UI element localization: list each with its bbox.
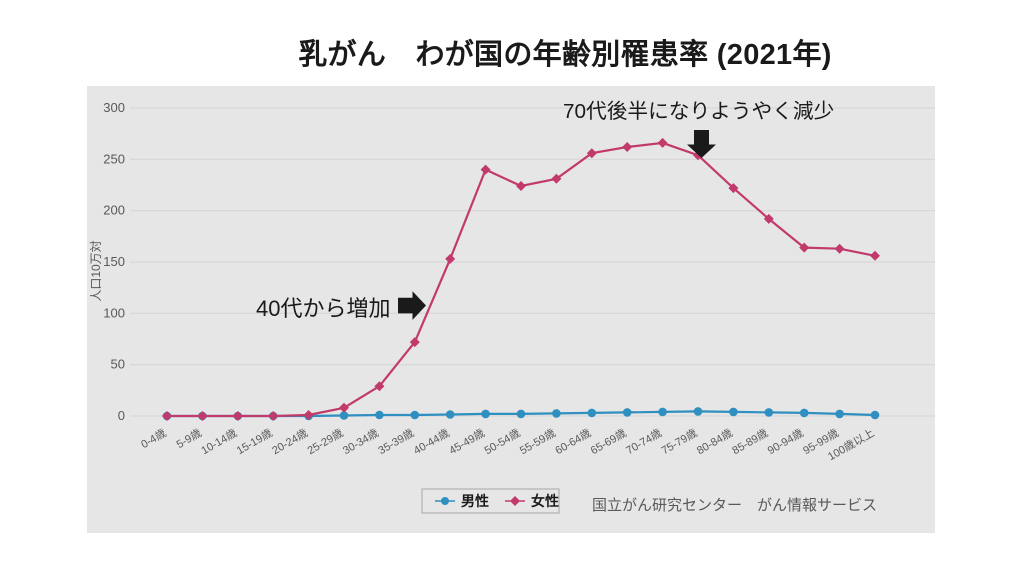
- svg-text:40代から増加: 40代から増加: [256, 296, 390, 321]
- svg-text:75-79歳: 75-79歳: [659, 426, 699, 457]
- svg-text:国立がん研究センター がん情報サービス: 国立がん研究センター がん情報サービス: [592, 497, 877, 514]
- svg-text:人口10万対: 人口10万対: [89, 240, 103, 301]
- svg-text:55-59歳: 55-59歳: [518, 426, 558, 457]
- svg-text:0: 0: [118, 408, 125, 423]
- svg-text:40-44歳: 40-44歳: [411, 426, 451, 457]
- svg-text:80-84歳: 80-84歳: [695, 426, 735, 457]
- svg-text:30-34歳: 30-34歳: [341, 426, 381, 457]
- svg-text:0-4歳: 0-4歳: [139, 426, 169, 451]
- svg-text:男性: 男性: [461, 493, 489, 509]
- svg-text:70-74歳: 70-74歳: [624, 426, 664, 457]
- svg-text:300: 300: [103, 100, 125, 115]
- svg-text:10-14歳: 10-14歳: [199, 426, 239, 457]
- svg-text:85-89歳: 85-89歳: [730, 426, 770, 457]
- svg-text:35-39歳: 35-39歳: [376, 426, 416, 457]
- svg-text:50: 50: [111, 357, 125, 372]
- svg-text:女性: 女性: [531, 493, 559, 509]
- svg-text:15-19歳: 15-19歳: [234, 426, 274, 457]
- svg-text:65-69歳: 65-69歳: [588, 426, 628, 457]
- svg-text:200: 200: [103, 203, 125, 218]
- svg-text:50-54歳: 50-54歳: [482, 426, 522, 457]
- svg-text:70代後半になりようやく減少: 70代後半になりようやく減少: [563, 100, 834, 123]
- svg-text:60-64歳: 60-64歳: [553, 426, 593, 457]
- svg-text:90-94歳: 90-94歳: [765, 426, 805, 457]
- svg-text:150: 150: [103, 254, 125, 269]
- svg-text:45-49歳: 45-49歳: [447, 426, 487, 457]
- svg-text:20-24歳: 20-24歳: [270, 426, 310, 457]
- svg-text:25-29歳: 25-29歳: [305, 426, 345, 457]
- svg-text:100: 100: [103, 305, 125, 320]
- svg-text:250: 250: [103, 151, 125, 166]
